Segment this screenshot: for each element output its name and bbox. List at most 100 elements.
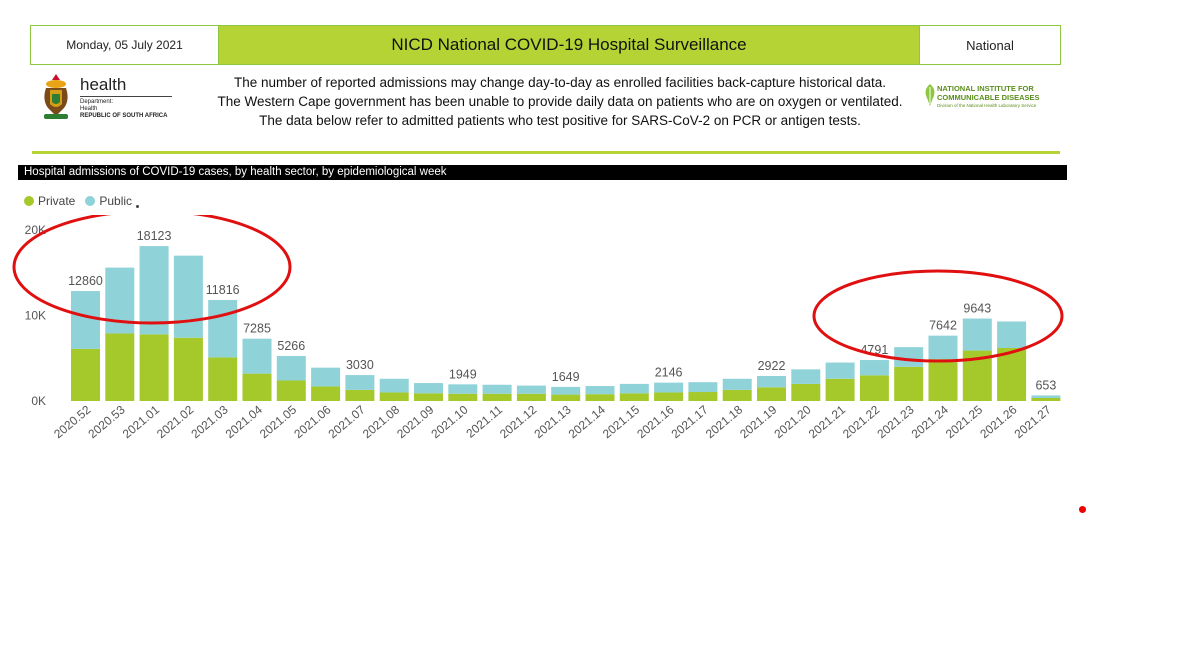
nicd-logo-line: NATIONAL INSTITUTE FOR — [937, 84, 1034, 93]
bar-public — [71, 291, 100, 349]
report-header: Monday, 05 July 2021 NICD National COVID… — [30, 25, 1061, 65]
bar-private — [414, 393, 443, 401]
x-tick-label: 2021.17 — [669, 402, 711, 441]
bar-public — [208, 299, 238, 358]
bar-public — [242, 338, 272, 374]
dept-logo-line: Health — [80, 106, 98, 112]
bar-public — [962, 318, 992, 351]
bar-private — [654, 392, 684, 401]
data-label: 5266 — [277, 339, 305, 353]
bar-private — [722, 389, 752, 401]
data-label: 18123 — [137, 229, 172, 243]
x-tick-label: 2021.19 — [737, 402, 779, 441]
bar-public — [482, 384, 512, 394]
bar-private — [516, 393, 546, 401]
bar-private — [894, 366, 924, 401]
x-tick-label: 2021.26 — [977, 402, 1019, 441]
x-tick-label: 2021.27 — [1012, 402, 1054, 441]
x-tick-label: 2021.08 — [360, 402, 402, 441]
legend-swatch-private — [24, 196, 34, 206]
x-tick-label: 2021.24 — [909, 402, 951, 441]
bar-public — [551, 386, 581, 395]
data-label: 12860 — [68, 274, 103, 288]
bar-public — [791, 369, 821, 384]
legend-item-private[interactable]: Private — [24, 194, 75, 208]
bar-private — [242, 373, 272, 401]
bar-private — [345, 389, 375, 401]
x-tick-label: 2021.01 — [120, 402, 162, 441]
bar-private — [276, 380, 306, 401]
bar-private — [173, 337, 203, 401]
bar-public — [414, 383, 443, 394]
divider — [32, 151, 1060, 154]
x-tick-label: 2021.16 — [634, 402, 676, 441]
bar-public — [345, 375, 375, 390]
bar-private — [997, 347, 1027, 401]
bar-public — [688, 382, 718, 393]
data-label: 9643 — [963, 302, 991, 316]
note-line: The number of reported admissions may ch… — [233, 75, 887, 90]
bar-public — [448, 384, 478, 394]
bar-private — [928, 359, 958, 401]
bar-private — [448, 393, 478, 401]
x-tick-label: 2021.13 — [531, 402, 573, 441]
data-label: 2146 — [655, 366, 683, 380]
bar-public — [516, 385, 546, 394]
nicd-logo-line: COMMUNICABLE DISEASES — [937, 93, 1040, 102]
bar-public — [311, 367, 341, 387]
x-tick-label: 2021.15 — [600, 402, 642, 441]
bar-private — [619, 393, 649, 401]
bar-private — [71, 348, 100, 401]
bar-private — [585, 394, 615, 401]
data-label: 1649 — [552, 370, 580, 384]
data-label: 7285 — [243, 322, 271, 336]
chart-title: Hospital admissions of COVID-19 cases, b… — [18, 165, 1067, 180]
x-tick-label: 2021.09 — [394, 402, 436, 441]
nicd-leaf-icon — [925, 84, 935, 106]
data-label: 11816 — [206, 283, 240, 297]
annotation-dot — [1079, 506, 1086, 513]
x-tick-label: 2021.06 — [291, 402, 333, 441]
y-tick-label: 0K — [31, 394, 46, 408]
bar-public — [997, 321, 1027, 348]
y-tick-label: 10K — [25, 309, 46, 323]
bar-public — [722, 378, 752, 390]
data-label: 653 — [1035, 378, 1056, 392]
x-tick-label: 2021.18 — [703, 402, 745, 441]
report-title: NICD National COVID-19 Hospital Surveill… — [219, 26, 919, 64]
x-tick-label: 2021.22 — [840, 402, 882, 441]
legend-dot — [136, 204, 140, 208]
legend-item-public[interactable]: Public — [85, 194, 140, 208]
coat-of-arms-icon — [44, 74, 68, 119]
bar-private — [688, 392, 718, 401]
annotation-ellipse — [812, 269, 1064, 363]
x-tick-label: 2021.02 — [154, 402, 196, 441]
nicd-logo: NATIONAL INSTITUTE FOR COMMUNICABLE DISE… — [919, 78, 1065, 126]
x-tick-label: 2021.12 — [497, 402, 539, 441]
legend-label-private: Private — [38, 194, 76, 208]
bar-private — [825, 378, 855, 401]
bar-public — [585, 386, 615, 395]
x-tick-label: 2021.10 — [428, 402, 470, 441]
bar-public — [173, 255, 203, 338]
admissions-chart: 0K10K20K128602020.522020.53181232021.012… — [12, 215, 1064, 441]
x-tick-label: 2020.53 — [85, 402, 127, 441]
bar-public — [654, 382, 684, 393]
bar-public — [894, 347, 924, 367]
bar-public — [757, 376, 786, 388]
bar-private — [859, 375, 889, 401]
bar-private — [139, 334, 169, 401]
bar-private — [1031, 398, 1061, 401]
x-tick-label: 2021.20 — [771, 402, 813, 441]
x-tick-label: 2021.05 — [257, 402, 299, 441]
legend-swatch-public — [85, 196, 96, 206]
x-tick-label: 2021.23 — [874, 402, 916, 441]
notes-block: The number of reported admissions may ch… — [200, 73, 920, 130]
data-label: 7642 — [929, 319, 957, 333]
bar-private — [105, 333, 135, 401]
x-tick-label: 2021.11 — [463, 402, 505, 440]
bar-private — [208, 357, 238, 401]
note-line: The Western Cape government has been una… — [217, 94, 903, 109]
data-label: 1949 — [449, 367, 477, 381]
report-date: Monday, 05 July 2021 — [31, 26, 219, 64]
